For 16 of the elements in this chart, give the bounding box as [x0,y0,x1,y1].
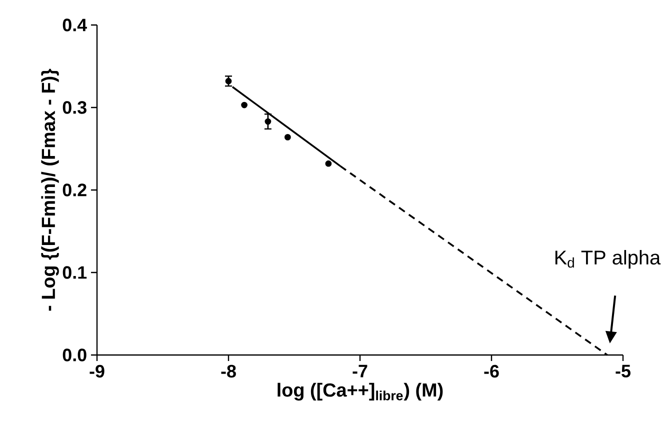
point [325,160,332,167]
x-tick-label: -5 [616,364,630,378]
y-axis-title: - Log {(F-Fmin)/ (Fmax - F)} [41,68,59,311]
y-tick-label: 0.1 [62,266,87,279]
y-tick-label: 0.2 [62,184,86,196]
y-tick-label: 0.4 [62,18,87,32]
y-tick-label: 0.3 [62,101,86,114]
x-tick-label: -9 [90,364,104,378]
x-tick-label: -7 [352,364,368,378]
x-tick-label: -6 [484,364,499,378]
point [284,134,291,140]
x-tick-label: -8 [221,364,236,378]
y-tick-label: 0.0 [62,348,86,362]
annotation: K$_{d}$ TP alpha [555,250,661,269]
x-axis-title: log ([Ca++]$_{libre}$) (M) [278,382,443,401]
point [241,102,248,108]
